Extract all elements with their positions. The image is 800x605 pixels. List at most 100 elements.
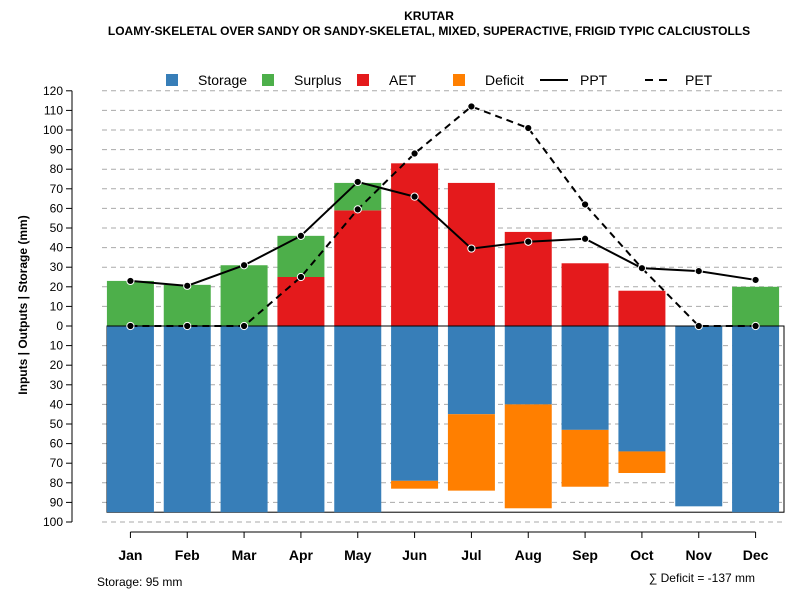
ppt-point bbox=[751, 275, 760, 285]
ppt-point bbox=[524, 237, 533, 246]
x-tick-label: May bbox=[344, 547, 371, 563]
pet-point bbox=[353, 205, 362, 214]
ppt-point bbox=[296, 231, 306, 240]
gridlines bbox=[102, 90, 784, 523]
ppt-point bbox=[126, 276, 135, 286]
y-tick-label: 70 bbox=[50, 182, 64, 196]
x-tick-label: Jan bbox=[118, 547, 142, 563]
pet-point bbox=[467, 102, 476, 111]
y-tick-label: 110 bbox=[44, 103, 63, 117]
legend-swatch bbox=[357, 74, 369, 86]
y-tick-label: 30 bbox=[50, 260, 64, 274]
bar-storage bbox=[618, 326, 666, 452]
x-tick-label: Dec bbox=[743, 547, 769, 563]
y-tick-label: 50 bbox=[50, 417, 64, 431]
y-tick-label: 120 bbox=[43, 84, 63, 98]
y-tick-label: 90 bbox=[50, 495, 64, 509]
legend-label: Surplus bbox=[294, 72, 341, 88]
chart-subtitle: LOAMY-SKELETAL OVER SANDY OR SANDY-SKELE… bbox=[108, 24, 750, 38]
series-lines bbox=[126, 102, 760, 331]
bar-storage bbox=[561, 326, 609, 430]
ppt-line bbox=[130, 180, 756, 287]
deficit-note: ∑ Deficit = -137 mm bbox=[649, 571, 755, 585]
legend-label: PET bbox=[685, 72, 713, 88]
x-tick-label: Nov bbox=[686, 547, 713, 563]
pet-point bbox=[524, 123, 533, 133]
ppt-point bbox=[694, 267, 703, 276]
pet-point bbox=[694, 321, 703, 331]
legend: Storage Surplus AET Deficit PPT PET bbox=[166, 72, 713, 88]
bar-aet bbox=[277, 277, 325, 326]
bar-storage bbox=[106, 326, 154, 513]
x-tick-label: Mar bbox=[232, 547, 257, 563]
bar-storage bbox=[391, 326, 439, 481]
y-tick-label: 0 bbox=[56, 319, 63, 333]
bars bbox=[106, 163, 785, 513]
bar-surplus bbox=[163, 284, 211, 326]
ppt-point bbox=[239, 261, 249, 270]
y-tick-label: 60 bbox=[50, 437, 64, 451]
legend-swatch bbox=[453, 74, 465, 86]
legend-label: Storage bbox=[198, 72, 247, 88]
ppt-point bbox=[410, 192, 419, 201]
bar-aet bbox=[391, 163, 439, 326]
ppt-point bbox=[353, 177, 362, 187]
bar-deficit bbox=[447, 414, 495, 491]
x-tick-label: Feb bbox=[175, 547, 200, 563]
bar-storage bbox=[732, 326, 780, 513]
pet-point bbox=[239, 321, 249, 331]
pet-point bbox=[126, 321, 135, 331]
pet-point bbox=[580, 200, 590, 209]
bar-storage bbox=[277, 326, 325, 513]
chart-title: KRUTAR bbox=[404, 9, 454, 23]
y-tick-label: 100 bbox=[43, 123, 63, 137]
bar-aet bbox=[334, 210, 382, 326]
legend-swatch bbox=[262, 74, 274, 86]
bar-surplus bbox=[732, 286, 780, 326]
bar-surplus bbox=[277, 235, 325, 277]
y-tick-label: 10 bbox=[50, 339, 64, 353]
bar-surplus bbox=[220, 265, 268, 326]
pet-point bbox=[183, 321, 192, 331]
ppt-point bbox=[637, 264, 647, 273]
bar-aet bbox=[618, 290, 666, 326]
ppt-point bbox=[183, 281, 192, 290]
x-tick-label: Jun bbox=[402, 547, 427, 563]
y-tick-label: 90 bbox=[50, 143, 64, 157]
legend-label: AET bbox=[389, 72, 417, 88]
pet-point bbox=[410, 149, 419, 158]
y-tick-label: 20 bbox=[50, 280, 64, 294]
bar-deficit bbox=[618, 451, 666, 473]
y-tick-label: 10 bbox=[50, 299, 64, 313]
bar-storage bbox=[163, 326, 211, 513]
bar-aet bbox=[561, 263, 609, 326]
y-tick-label: 50 bbox=[50, 221, 64, 235]
bar-storage bbox=[334, 326, 382, 513]
pet-line bbox=[130, 105, 756, 327]
bar-surplus bbox=[106, 280, 154, 326]
bar-storage bbox=[447, 326, 495, 415]
y-tick-label: 20 bbox=[50, 358, 64, 372]
pet-point bbox=[751, 321, 760, 331]
x-tick-label: Aug bbox=[515, 547, 542, 563]
x-tick-label: Sep bbox=[572, 547, 598, 563]
bar-storage bbox=[220, 326, 268, 513]
x-tick-label: Jul bbox=[461, 547, 481, 563]
bar-deficit bbox=[561, 429, 609, 487]
axes: 1201101009080706050403020100102030405060… bbox=[43, 84, 769, 563]
legend-swatch bbox=[166, 74, 178, 86]
storage-note: Storage: 95 mm bbox=[97, 575, 182, 589]
y-tick-label: 80 bbox=[50, 162, 64, 176]
bar-aet bbox=[504, 231, 552, 326]
y-tick-label: 100 bbox=[43, 515, 63, 529]
legend-label: PPT bbox=[580, 72, 608, 88]
y-tick-label: 40 bbox=[50, 241, 64, 255]
bar-deficit bbox=[504, 404, 552, 509]
bar-storage bbox=[675, 326, 723, 507]
y-tick-label: 80 bbox=[50, 476, 64, 490]
bar-storage bbox=[504, 326, 552, 405]
pet-point bbox=[296, 272, 306, 282]
y-tick-label: 40 bbox=[50, 397, 64, 411]
y-tick-label: 30 bbox=[50, 378, 64, 392]
